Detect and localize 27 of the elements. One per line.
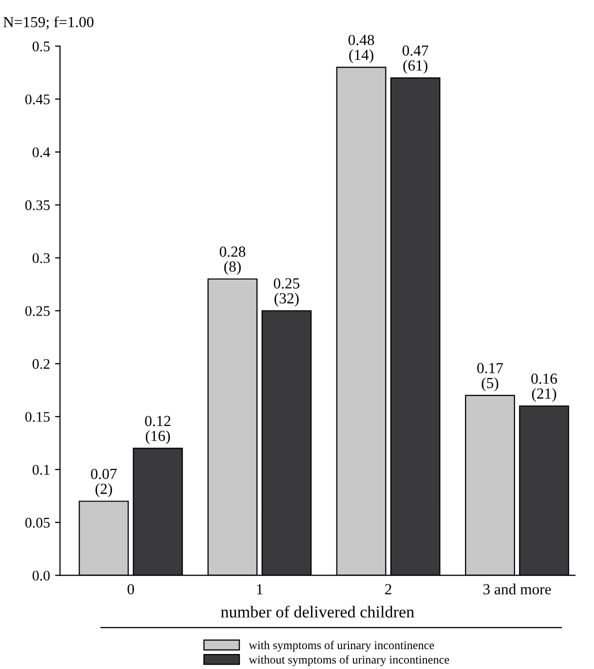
data-label: 0.17 (5) [477, 362, 503, 392]
data-label: 0.16 (21) [531, 374, 558, 402]
data-label: 0.07 (2) [90, 468, 117, 498]
y-tick-label: 0.15 [25, 412, 50, 422]
data-label: 0.12 (16) [145, 416, 170, 444]
y-tick-label: 0.05 [25, 518, 50, 528]
legend-label: without symptoms of urinary incontinence [248, 655, 450, 666]
x-tick-label: 1 [257, 584, 262, 594]
data-label: 0.28 (8) [220, 246, 246, 275]
text: N=159; f=1.00 [3, 16, 94, 30]
y-tick-label: 0.35 [25, 200, 50, 210]
x-axis-title: number of delivered children [220, 606, 414, 618]
y-tick-label: 0.25 [25, 306, 50, 316]
legend-label: with symptoms of urinary incontinence [248, 640, 434, 652]
x-tick-label: 3 and more [483, 584, 551, 594]
y-tick-label: 0.1 [32, 464, 50, 475]
y-tick-label: 0.0 [32, 570, 50, 581]
x-tick-label: 2 [385, 584, 392, 594]
y-tick-label: 0.2 [32, 359, 50, 369]
data-label: 0.48 (14) [348, 34, 374, 64]
y-tick-label: 0.3 [32, 253, 50, 264]
y-tick-label: 0.4 [32, 147, 50, 158]
x-tick-label: 0 [128, 584, 134, 594]
y-tick-label: 0.5 [32, 42, 50, 52]
data-label: 0.25 (32) [274, 278, 300, 307]
data-label: 0.47 (61) [402, 45, 428, 74]
y-tick-label: 0.45 [25, 94, 50, 104]
